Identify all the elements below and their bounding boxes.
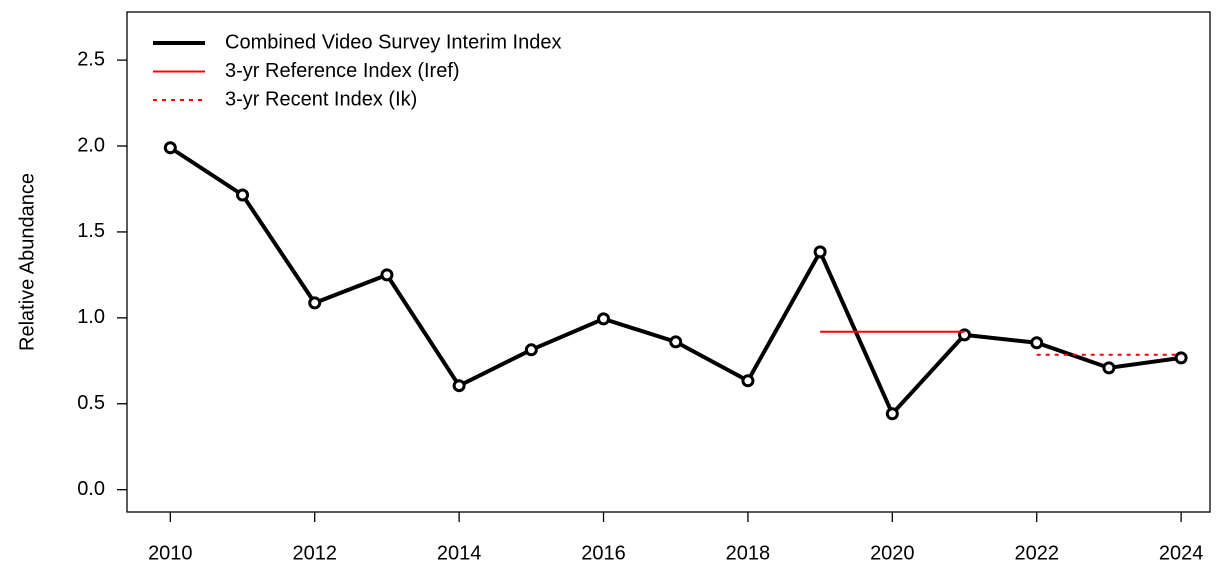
data-point xyxy=(380,268,394,282)
data-point xyxy=(236,188,250,202)
x-tick-label: 2024 xyxy=(1159,542,1204,564)
legend-label: 3-yr Recent Index (Ik) xyxy=(225,88,417,110)
data-point xyxy=(885,407,899,421)
data-point xyxy=(524,343,538,357)
y-tick-label: 1.0 xyxy=(77,306,105,328)
data-point xyxy=(1030,336,1044,350)
y-tick-label: 0.0 xyxy=(77,478,105,500)
legend-label: Combined Video Survey Interim Index xyxy=(225,31,561,53)
data-point xyxy=(163,141,177,155)
x-tick-label: 2022 xyxy=(1014,542,1059,564)
data-point xyxy=(597,312,611,326)
x-tick-label: 2016 xyxy=(581,542,626,564)
y-tick-label: 0.5 xyxy=(77,392,105,414)
x-tick-label: 2010 xyxy=(148,542,193,564)
y-tick-label: 2.5 xyxy=(77,48,105,70)
y-axis-label: Relative Abundance xyxy=(16,173,38,351)
legend-label: 3-yr Reference Index (Iref) xyxy=(225,60,460,82)
index-line xyxy=(169,146,1182,418)
data-point xyxy=(669,335,683,349)
x-tick-label: 2012 xyxy=(292,542,337,564)
x-tick-label: 2018 xyxy=(726,542,771,564)
y-tick-label: 1.5 xyxy=(77,220,105,242)
data-point xyxy=(452,379,466,393)
data-point xyxy=(1174,351,1188,365)
data-point xyxy=(1102,361,1116,375)
x-tick-label: 2020 xyxy=(870,542,915,564)
y-tick-label: 2.0 xyxy=(77,134,105,156)
plot-frame xyxy=(126,11,1211,513)
data-point xyxy=(741,374,755,388)
data-point xyxy=(308,296,322,310)
data-point xyxy=(813,245,827,259)
x-tick-label: 2014 xyxy=(437,542,482,564)
